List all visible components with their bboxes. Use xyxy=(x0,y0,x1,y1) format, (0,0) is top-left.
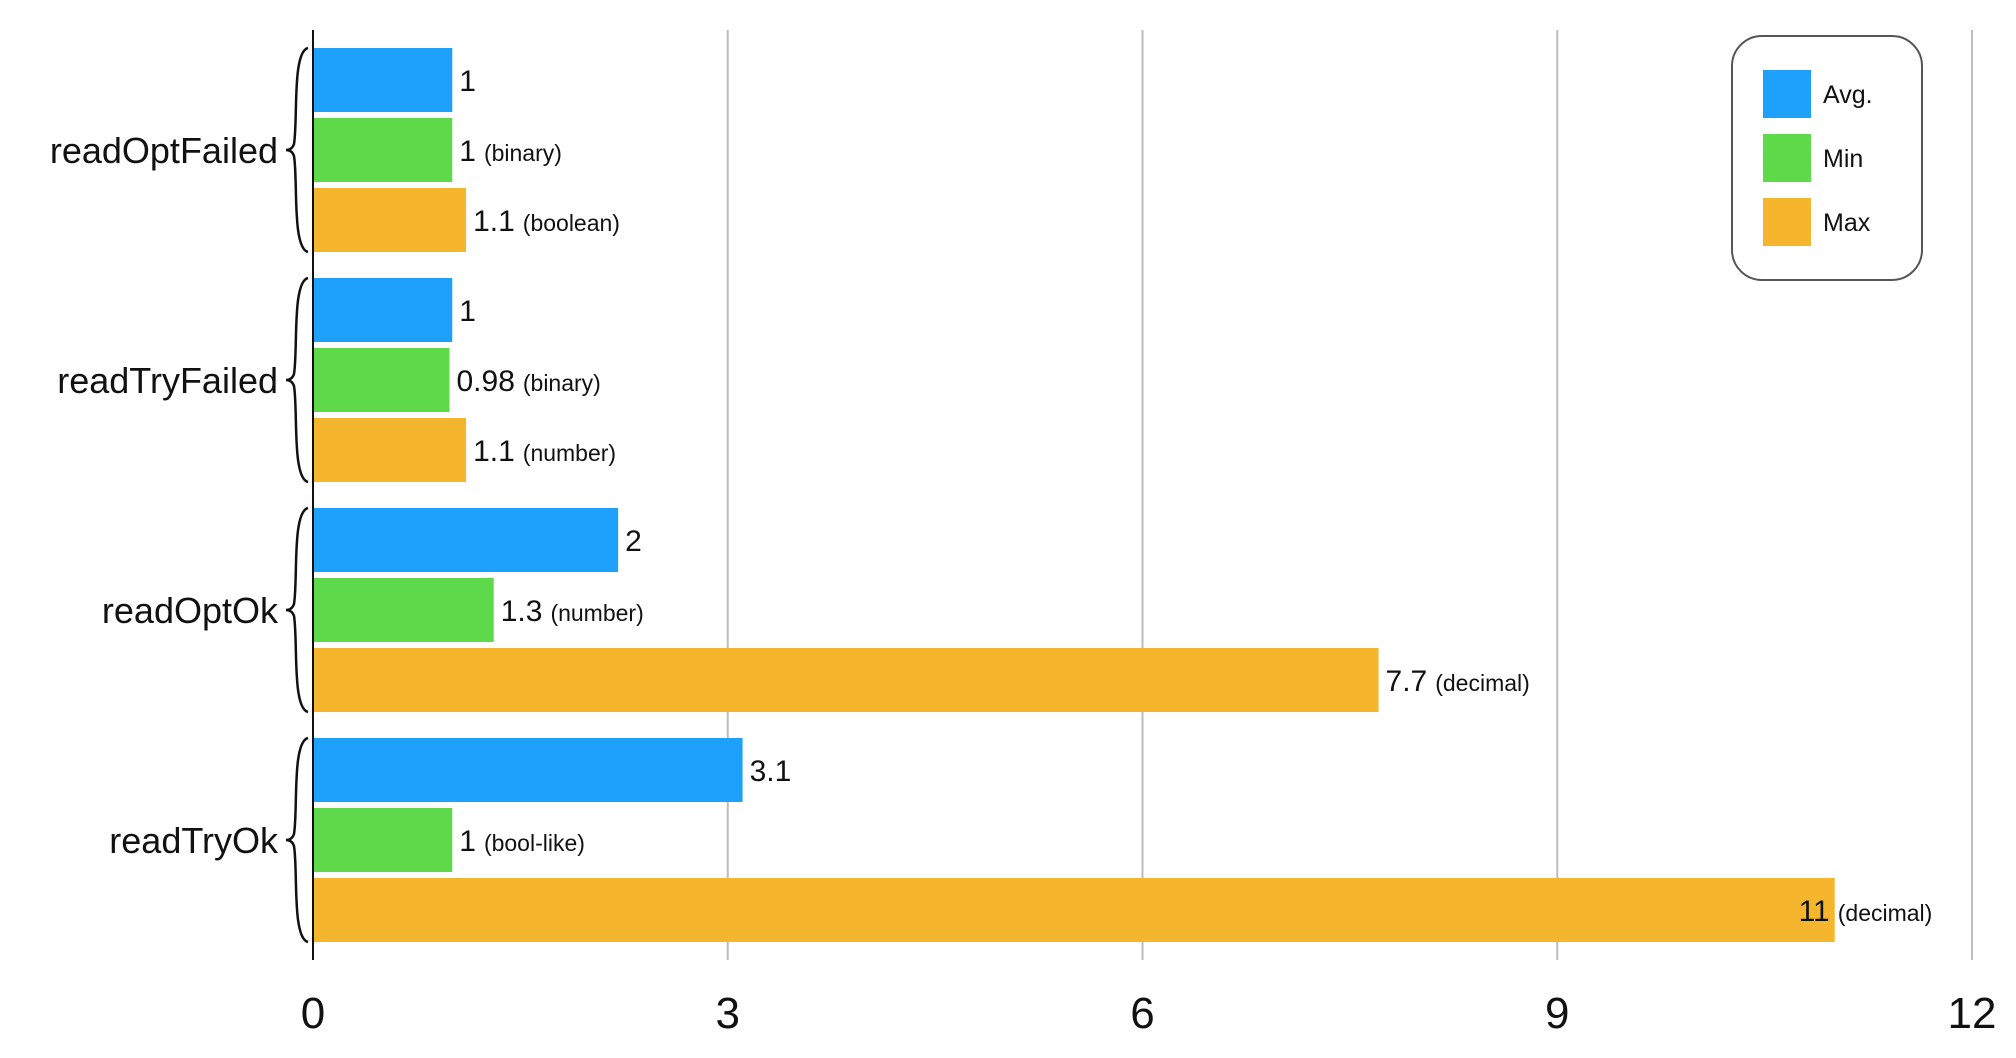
data-label: 11 xyxy=(1799,895,1830,928)
category-label: readOptFailed xyxy=(50,130,278,171)
category-brace xyxy=(285,276,309,484)
bar xyxy=(314,578,494,642)
x-tick-label: 12 xyxy=(1948,989,1997,1038)
category-brace xyxy=(285,506,309,714)
legend-swatch xyxy=(1763,134,1811,182)
legend-swatch xyxy=(1763,198,1811,246)
legend-label: Avg. xyxy=(1823,81,1873,109)
category-brace xyxy=(285,736,309,944)
category-label: readOptOk xyxy=(102,590,279,631)
bar xyxy=(314,48,453,112)
legend-label: Max xyxy=(1823,209,1871,237)
category-label: readTryOk xyxy=(109,820,279,861)
bar xyxy=(314,418,467,482)
category-label: readTryFailed xyxy=(57,360,278,401)
data-label: 2 xyxy=(625,525,642,558)
bars: 1 1 (binary) 1.1 (boolean) 1 0.98 (binary) 1.1 (n… xyxy=(314,48,1932,942)
data-label: 1 (binary) xyxy=(459,135,562,168)
bar xyxy=(314,508,619,572)
bar xyxy=(314,348,450,412)
grid-lines xyxy=(726,30,1973,960)
x-tick-label: 0 xyxy=(301,989,325,1038)
data-label: 1 xyxy=(459,65,476,98)
data-label: 3.1 xyxy=(750,755,792,788)
bar xyxy=(314,808,453,872)
data-label: 1.1 (number) xyxy=(473,435,616,468)
data-label: 1 (bool-like) xyxy=(459,825,585,858)
data-label: 1.1 (boolean) xyxy=(473,205,620,238)
bar xyxy=(314,278,453,342)
category-braces xyxy=(285,46,309,944)
data-label: 1.3 (number) xyxy=(501,595,644,628)
data-label-note: (decimal) xyxy=(1838,900,1933,926)
legend-label: Min xyxy=(1823,145,1863,173)
legend-swatch xyxy=(1763,70,1811,118)
bar xyxy=(314,118,453,182)
bar xyxy=(314,188,467,252)
legend: Avg. Min Max xyxy=(1731,35,1923,281)
bar xyxy=(314,738,743,802)
category-labels: readOptFailed readTryFailed readOptOk readT… xyxy=(50,130,279,861)
data-label: 7.7 (decimal) xyxy=(1386,665,1530,698)
x-tick-label: 3 xyxy=(716,989,740,1038)
bar xyxy=(314,648,1379,712)
x-tick-label: 9 xyxy=(1545,989,1569,1038)
x-axis-ticks: 0 3 6 9 12 xyxy=(301,989,1997,1038)
data-label: 1 xyxy=(459,295,476,328)
category-brace xyxy=(285,46,309,254)
data-label: 0.98 (binary) xyxy=(456,365,600,398)
bar xyxy=(314,878,1835,942)
x-tick-label: 6 xyxy=(1130,989,1154,1038)
